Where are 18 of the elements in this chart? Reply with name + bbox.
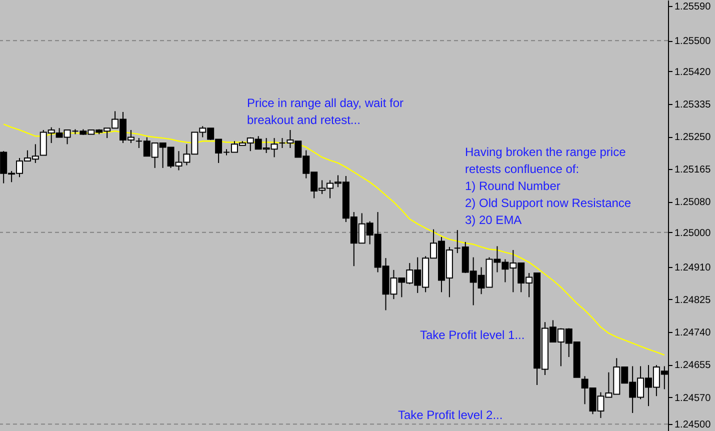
y-tick-label: 1.25000 [674,228,712,239]
y-tick-label: 1.24655 [674,360,712,372]
y-tick-label: 1.25335 [674,99,712,110]
y-tick-label: 1.24910 [674,262,712,274]
y-tick-label: 1.24825 [674,294,712,306]
annotation: Having broken the range price retests confluence of: 1) Round Number 2) Old Support now Resistance 3) 20 EMA [465,145,632,227]
y-tick-label: 1.25500 [674,36,712,48]
y-tick-label: 1.25420 [674,66,712,78]
annotation: Take Profit level 2... [398,408,503,422]
y-tick-label: 1.24500 [674,420,712,431]
y-tick-label: 1.25165 [674,164,712,176]
y-tick-label: 1.24740 [674,328,712,339]
y-tick-label: 1.25080 [674,197,712,208]
y-tick-label: 1.24570 [674,392,712,404]
y-tick-label: 1.25590 [674,2,712,13]
annotation: Price in range all day, wait for breakout and retest... [247,96,404,127]
annotation: Take Profit level 1... [420,328,525,342]
y-tick-label: 1.25250 [674,132,712,144]
